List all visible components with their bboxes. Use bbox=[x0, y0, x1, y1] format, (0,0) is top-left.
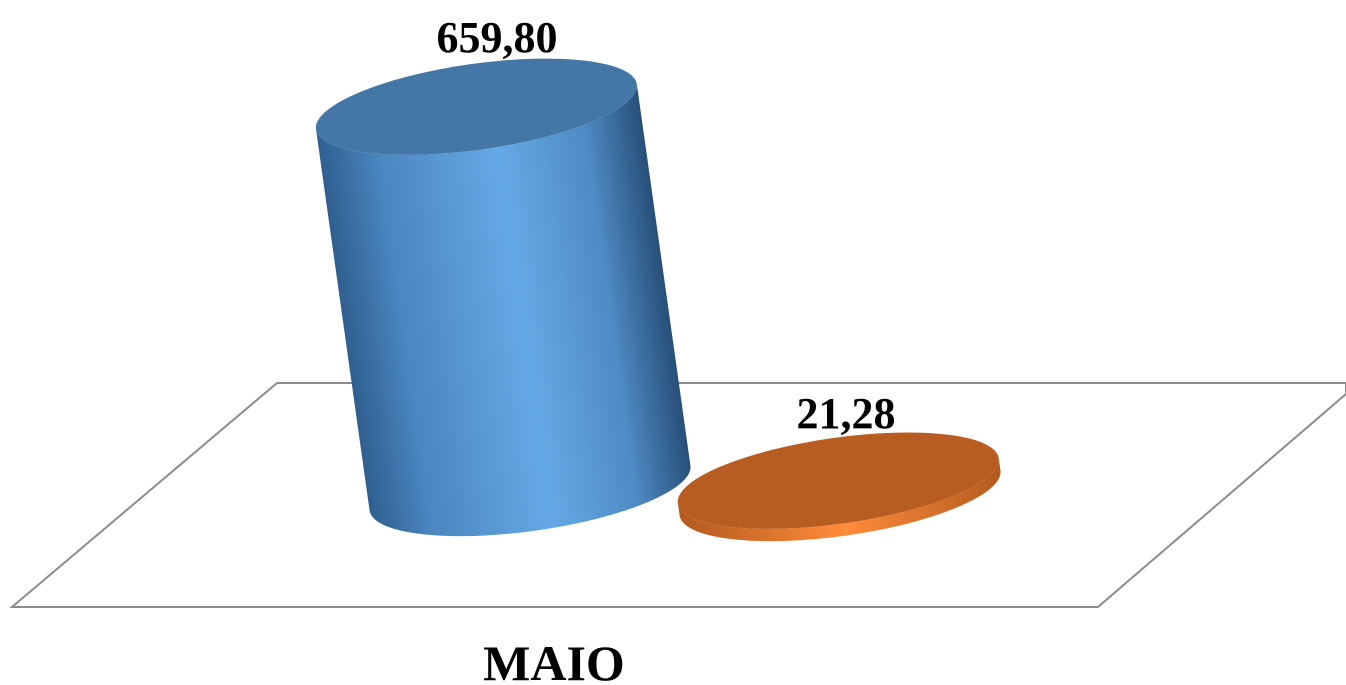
bar-body-1 bbox=[677, 458, 1001, 542]
bar-cylinder-0 bbox=[315, 58, 691, 537]
bars-group bbox=[315, 58, 1001, 542]
bar-body-0 bbox=[315, 84, 691, 537]
bar-top-0 bbox=[315, 58, 637, 155]
category-label: MAIO bbox=[483, 635, 625, 685]
bar-cylinder-1 bbox=[677, 432, 1001, 542]
bar-value-label-0: 659,80 bbox=[437, 13, 558, 62]
bar-value-label-1: 21,28 bbox=[797, 389, 896, 438]
bar-top-1 bbox=[677, 432, 999, 529]
floor-plane bbox=[9, 382, 1346, 608]
